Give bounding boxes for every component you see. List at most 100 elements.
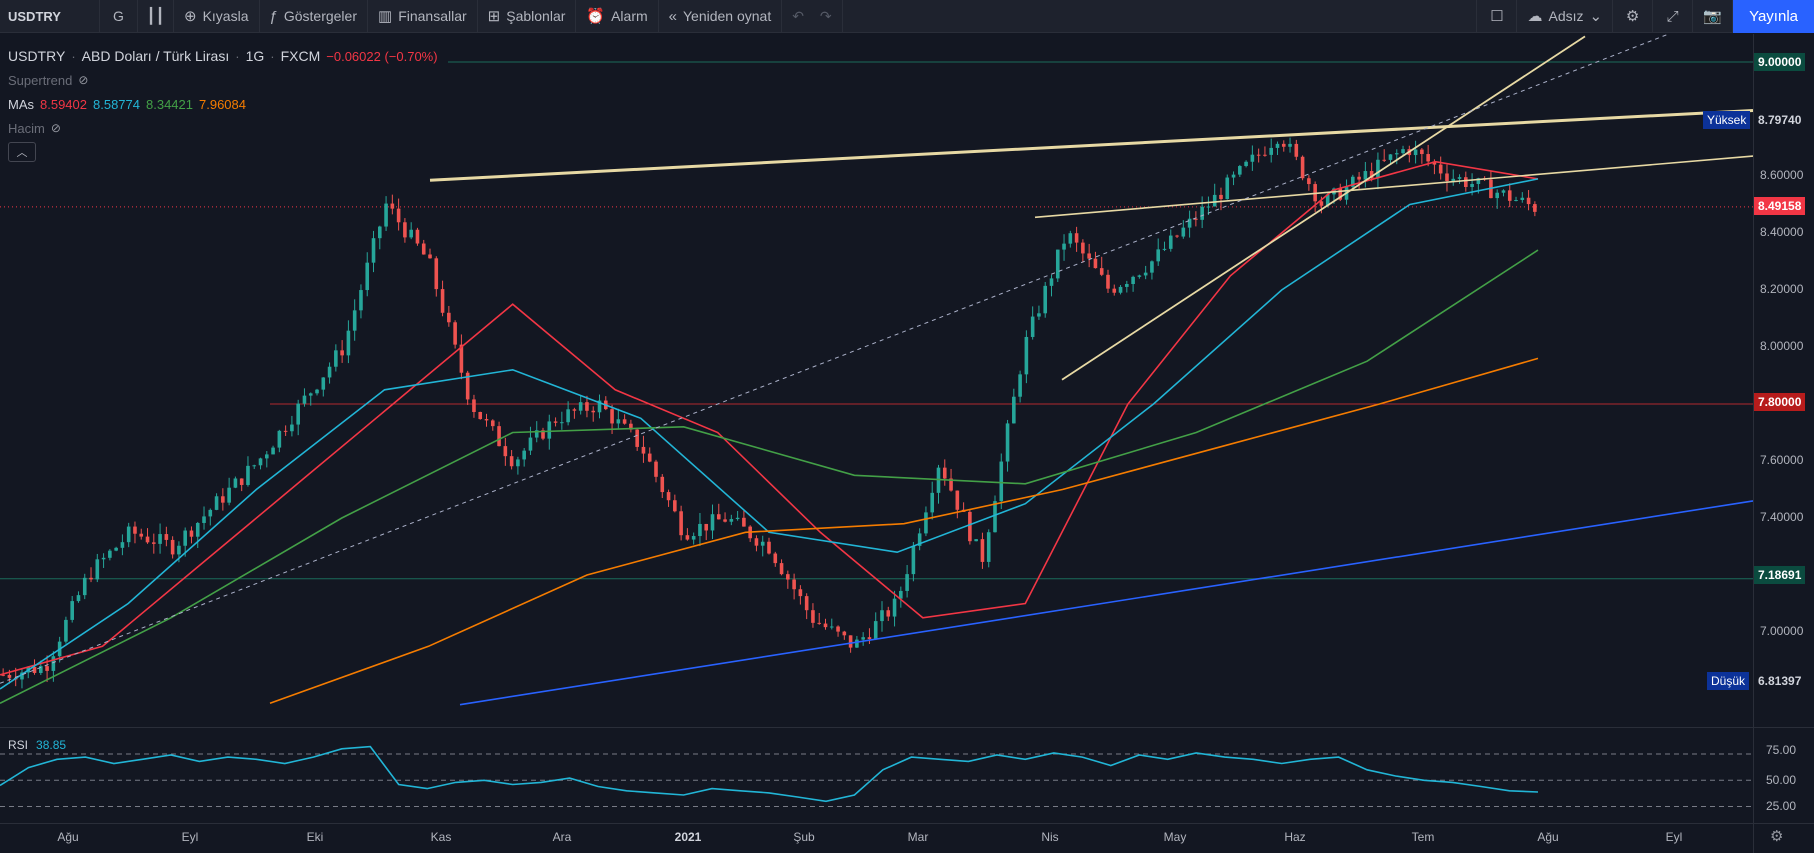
fullscreen-square-button[interactable]: ☐ (1477, 0, 1518, 33)
candle-body (1118, 286, 1123, 293)
candle-body (1520, 197, 1525, 200)
candles (1, 137, 1537, 689)
time-tick: May (1163, 830, 1187, 844)
candle-body (177, 545, 181, 555)
candle-body (930, 492, 935, 513)
candle-body (1074, 233, 1079, 243)
supertrend-row[interactable]: Supertrend ⊘ (8, 68, 438, 92)
candle-body (560, 422, 564, 424)
candle-body (1451, 178, 1456, 181)
candle-body (666, 492, 671, 501)
layout-name: Adsız (1548, 8, 1584, 24)
interval-button[interactable]: G (100, 0, 138, 33)
candle-body (534, 430, 539, 438)
candle-body (716, 514, 721, 520)
top-toolbar: USDTRY G ┃┃ ⊕ Kıyasla ƒ Göstergeler ▥ Finan… (0, 0, 1814, 33)
candle-body (1394, 153, 1399, 155)
candle-body (980, 539, 985, 562)
candle-body (472, 399, 476, 413)
candle-body (792, 579, 796, 590)
candle-body (202, 516, 206, 523)
candle-body (911, 545, 916, 575)
candle-body (848, 635, 853, 648)
symbol-search-button[interactable]: USDTRY (0, 0, 100, 33)
candle-body (214, 496, 219, 510)
replay-button[interactable]: « Yeniden oynat (659, 0, 783, 33)
candle-body (886, 610, 891, 617)
legend-symbol: USDTRY (8, 48, 66, 64)
time-axis-settings-icon[interactable]: ⚙ (1770, 828, 1784, 845)
candle-body (1156, 249, 1161, 262)
candle-body (1238, 166, 1242, 175)
candle-body (1024, 336, 1029, 375)
candle-body (509, 456, 514, 467)
trendlines[interactable] (0, 34, 1754, 706)
gear-icon: ⚙ (1625, 8, 1640, 25)
pane-divider[interactable] (0, 727, 1814, 728)
chevron-down-icon: ⌄ (1589, 8, 1603, 25)
price-tick: 8.60000 (1760, 168, 1804, 182)
candle-body (622, 419, 627, 424)
rsi-legend[interactable]: RSI 38.85 (8, 738, 66, 752)
indicators-button[interactable]: ƒ Göstergeler (260, 0, 368, 33)
candle-body (1256, 154, 1261, 156)
candle-body (1, 674, 5, 676)
candle-body (704, 523, 709, 531)
candle-body (503, 446, 508, 457)
financials-label: Finansallar (398, 8, 467, 24)
candle-body (735, 517, 740, 520)
candle-body (811, 610, 815, 623)
candle-body (246, 465, 250, 485)
layout-button[interactable]: ☁ Adsız ⌄ (1517, 0, 1614, 33)
chart-type-button[interactable]: ┃┃ (138, 0, 174, 33)
high-value: 8.79740 (1754, 111, 1806, 129)
mas-row[interactable]: MAs 8.59402 8.58774 8.34421 7.96084 (8, 92, 438, 116)
hidden-eye-icon[interactable]: ⊘ (78, 73, 89, 87)
settings-button[interactable]: ⚙ (1613, 0, 1654, 33)
price-chart[interactable] (0, 34, 1814, 853)
legend-name: ABD Doları / Türk Lirası (81, 48, 230, 64)
candle-body (352, 310, 357, 331)
fullscreen-button[interactable]: ⤢ (1653, 0, 1694, 33)
candle-body (82, 577, 87, 596)
undo-button[interactable]: ↶ ↷ (782, 0, 843, 33)
trendline-support-blue (459, 500, 1754, 706)
time-axis-divider (0, 823, 1814, 824)
candle-body (1030, 316, 1035, 337)
candle-body (1369, 171, 1374, 179)
candle-body (1281, 143, 1286, 147)
candle-body (566, 409, 570, 423)
candle-body (1269, 147, 1274, 155)
compare-button[interactable]: ⊕ Kıyasla (174, 0, 260, 33)
volume-row[interactable]: Hacim ⊘ (8, 116, 438, 140)
trendline-rising (1061, 35, 1586, 381)
candle-body (1338, 188, 1343, 200)
bar-chart-icon: ▥ (378, 8, 393, 25)
candle-body (152, 542, 156, 544)
snapshot-button[interactable]: 📷 (1693, 0, 1734, 33)
candle-body (1012, 396, 1016, 424)
candle-body (798, 589, 803, 597)
candle-body (591, 410, 596, 413)
candle-body (183, 530, 187, 546)
candle-body (1263, 154, 1267, 156)
candle-body (1495, 192, 1499, 199)
candle-body (403, 222, 407, 238)
candle-body (817, 622, 822, 624)
hidden-eye-icon[interactable]: ⊘ (50, 121, 61, 135)
collapse-legend-button[interactable]: ︿ (8, 142, 36, 162)
candle-body (170, 539, 175, 555)
publish-button[interactable]: Yayınla (1733, 0, 1814, 33)
alert-button[interactable]: ⏰ Alarm (576, 0, 659, 33)
candle-body (447, 312, 451, 323)
time-tick: Ağu (57, 830, 79, 844)
candle-body (76, 595, 81, 602)
symbol-legend-row[interactable]: USDTRY · ABD Doları / Türk Lirası · 1G · FX… (8, 48, 438, 64)
financials-button[interactable]: ▥ Finansallar (368, 0, 478, 33)
candle-body (384, 203, 388, 227)
candle-body (949, 478, 953, 491)
templates-button[interactable]: ⊞ Şablonlar (478, 0, 577, 33)
trendline-dashed (0, 34, 1671, 684)
level-718-tag: 7.18691 (1754, 566, 1806, 584)
candle-body (1401, 149, 1405, 154)
